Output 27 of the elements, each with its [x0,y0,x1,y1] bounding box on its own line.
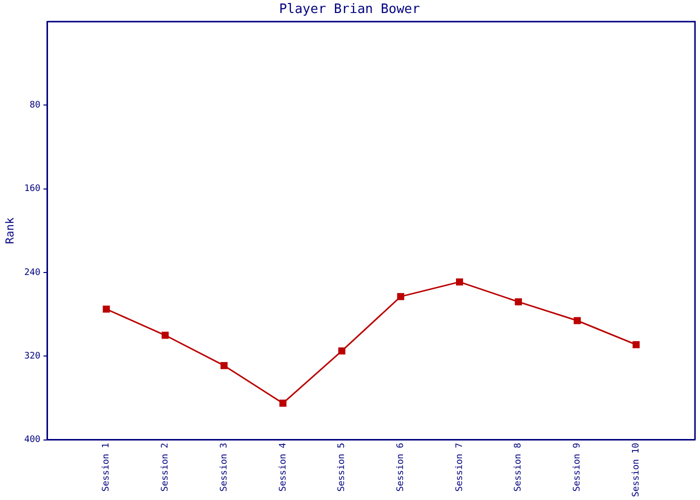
x-tick-label: Session 5 [337,442,348,492]
point [102,306,110,313]
point [338,347,346,354]
x-tick-label: Session 3 [219,442,230,492]
x-tick-label: Session 8 [514,442,524,492]
point [514,298,522,306]
y-tick-label: 240 [24,268,40,278]
x-tick-label: Session 10 [631,442,642,498]
x-tick-label: Session 7 [454,442,465,492]
chart-title: Player Brian Bower [279,2,420,18]
point [632,341,640,348]
point [574,317,581,324]
y-tick-label: 160 [24,184,40,194]
x-tick-label: Session 1 [102,442,112,492]
x-tick-label: Session 4 [278,442,288,492]
y-tick-label: 320 [24,352,40,362]
x-tick-label: Session 2 [160,442,171,492]
point [220,362,228,370]
y-axis-title: Rank [3,217,16,244]
y-tick-label: 400 [24,435,40,446]
point [162,332,169,339]
x-tick-label: Session 6 [396,442,406,492]
x-tick-label: Session 9 [572,442,583,492]
point [279,400,286,407]
point [397,293,404,300]
point [456,278,464,286]
y-tick-label: 80 [30,100,40,111]
